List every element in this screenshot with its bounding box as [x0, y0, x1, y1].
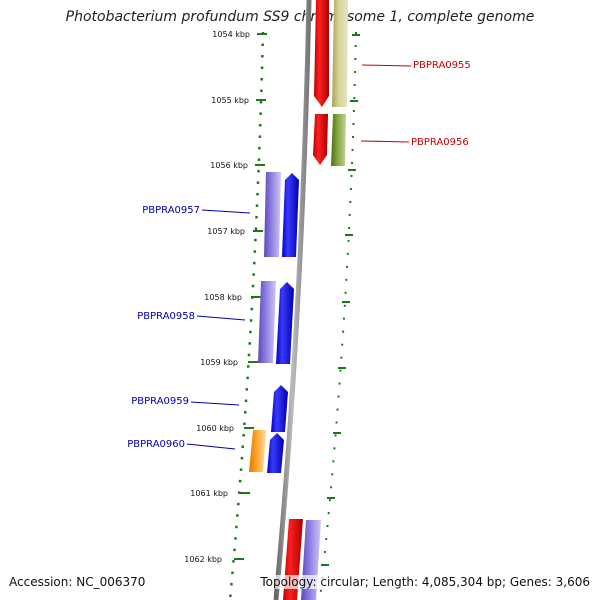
tick-label: 1058 kbp [204, 293, 242, 302]
tick-label: 1059 kbp [200, 358, 238, 367]
tick-label: 1062 kbp [184, 555, 222, 564]
outer-tick-ring [319, 31, 357, 600]
genome-stats-text: Topology: circular; Length: 4,085,304 bp… [260, 575, 590, 589]
gene-label-pbpra0956[interactable]: PBPRA0956 [411, 137, 469, 148]
gene-arrow-pbpra0958[interactable] [276, 282, 294, 364]
gene-arrow-pbpra0960[interactable] [267, 433, 284, 473]
gene-label-pbpra0959[interactable]: PBPRA0959 [131, 396, 189, 407]
inner-tick-ring [228, 31, 265, 600]
tick-label: 1060 kbp [196, 424, 234, 433]
leader-line-pbpra0960 [186, 443, 236, 450]
gene-label-leaders [186, 64, 412, 450]
tick-label: 1061 kbp [190, 489, 228, 498]
gene-label-pbpra0955[interactable]: PBPRA0955 [413, 60, 471, 71]
map-title: Photobacterium profundum SS9 chromosome … [65, 9, 535, 25]
leader-line-pbpra0957 [201, 209, 251, 214]
gene-arrow-pbpra0957[interactable] [282, 173, 299, 257]
cds-feature-pbpra0958[interactable] [258, 281, 276, 363]
tick-label: 1056 kbp [210, 161, 248, 170]
gene-labels: PBPRA0955 PBPRA0956 PBPRA0957 PBPRA0958 … [127, 60, 471, 450]
gene-label-pbpra0957[interactable]: PBPRA0957 [142, 205, 200, 216]
tick-label: 1054 kbp [212, 30, 250, 39]
leader-line-pbpra0956 [360, 140, 410, 143]
forward-strand-genes [249, 172, 299, 473]
gene-label-pbpra0958[interactable]: PBPRA0958 [137, 311, 195, 322]
cds-feature-pbpra0960[interactable] [249, 430, 266, 472]
tick-marks [234, 33, 360, 566]
gene-arrow-pbpra0955[interactable] [314, 0, 329, 107]
gene-label-pbpra0960[interactable]: PBPRA0960 [127, 439, 185, 450]
tick-labels: 1054 kbp 1055 kbp 1056 kbp 1057 kbp 1058… [184, 30, 250, 564]
leader-line-pbpra0959 [190, 401, 240, 406]
leader-line-pbpra0958 [196, 315, 246, 321]
tick-label: 1057 kbp [207, 227, 245, 236]
cds-feature-pbpra0957[interactable] [264, 172, 281, 257]
leader-line-pbpra0955 [361, 64, 412, 67]
tick-label: 1055 kbp [211, 96, 249, 105]
cds-feature-pbpra0955[interactable] [332, 0, 348, 107]
gene-arrow-pbpra0959[interactable] [271, 385, 288, 432]
genome-backbone [273, 0, 312, 600]
gene-arrow-pbpra0956[interactable] [313, 114, 328, 165]
accession-text: Accession: NC_006370 [9, 575, 146, 589]
cds-feature-pbpra0956[interactable] [331, 114, 346, 166]
